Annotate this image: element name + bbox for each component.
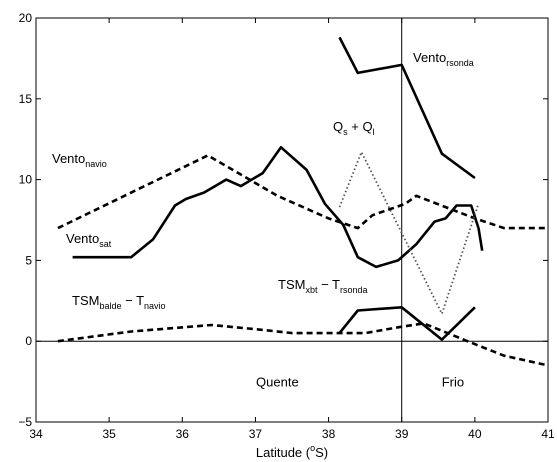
x-tick-label: 39 [395, 427, 409, 441]
series-label-2: Ventosat [66, 231, 112, 249]
series-layer [57, 36, 549, 367]
series-line-3 [338, 36, 476, 180]
x-tick-label: 35 [102, 427, 116, 441]
x-tick-label: 40 [468, 427, 482, 441]
series-label-5: TSMbalde − Tnavio [72, 293, 166, 311]
x-axis-label: Latitude (oS) [256, 443, 328, 460]
series-label-6: TSMxbt − Trsonda [278, 277, 368, 295]
series-line-2 [72, 146, 484, 269]
series-label-3: Ventorsonda [413, 50, 474, 68]
y-tick-label: 20 [19, 11, 33, 25]
plot-frame [35, 17, 549, 423]
series-label-4: Qs + Ql [333, 119, 375, 137]
x-tick-label: 41 [541, 427, 555, 441]
x-tick-label: 38 [322, 427, 336, 441]
series-line-1 [57, 154, 548, 230]
series-line-4 [338, 151, 480, 315]
x-tick-label: 37 [249, 427, 263, 441]
y-tick-label: 10 [19, 173, 33, 187]
x-tick-label: 36 [176, 427, 190, 441]
label-layer: Ventonavio Ventosat Ventorsonda Qs + Ql TSMb… [52, 50, 474, 390]
series-label-1: Ventonavio [52, 151, 107, 169]
y-tick-label: 5 [25, 253, 32, 267]
x-tick-label: 34 [29, 427, 43, 441]
axes-layer: 34 35 36 37 38 39 40 41 −5 0 5 10 15 20 Latitude (oS) [18, 11, 555, 460]
y-tick-label: −5 [18, 415, 32, 429]
region-label-1: Quente [256, 375, 299, 390]
series-line-5 [57, 322, 549, 367]
series-line-6 [338, 306, 476, 341]
y-tick-label: 15 [19, 92, 33, 106]
y-tick-label: 0 [25, 334, 32, 348]
region-label-2: Frio [442, 375, 464, 390]
